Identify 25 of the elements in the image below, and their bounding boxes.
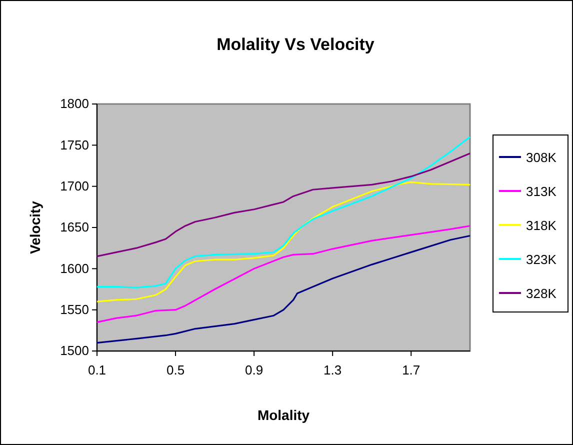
y-axis-title: Velocity xyxy=(27,200,43,254)
x-tick-label: 1.3 xyxy=(324,362,342,378)
legend-label: 313K xyxy=(526,184,557,199)
line-series xyxy=(96,225,471,323)
y-tick-label: 1650 xyxy=(60,220,89,235)
y-tick-label: 1600 xyxy=(60,260,89,276)
y-tick-label: 1800 xyxy=(60,96,89,112)
y-tick-label: 1700 xyxy=(60,178,89,194)
x-tick-label: 0.1 xyxy=(88,362,106,378)
legend-label: 328K xyxy=(526,286,557,301)
legend-label: 308K xyxy=(526,150,557,165)
x-axis-title: Molality xyxy=(257,407,310,423)
x-tick-label: 1.7 xyxy=(402,362,420,378)
chart-title: Molality Vs Velocity xyxy=(216,35,375,54)
legend-label: 318K xyxy=(526,218,557,233)
y-tick-label: 1500 xyxy=(60,343,89,358)
line-series xyxy=(96,234,471,344)
x-tick-label: 0.5 xyxy=(166,362,185,378)
line-series xyxy=(96,181,471,302)
x-tick-label: 0.9 xyxy=(245,362,264,378)
line-series xyxy=(96,152,471,258)
y-tick-label: 1750 xyxy=(60,137,89,152)
legend-label: 323K xyxy=(526,252,557,267)
line-series xyxy=(96,136,471,288)
y-tick-label: 1550 xyxy=(60,302,89,317)
